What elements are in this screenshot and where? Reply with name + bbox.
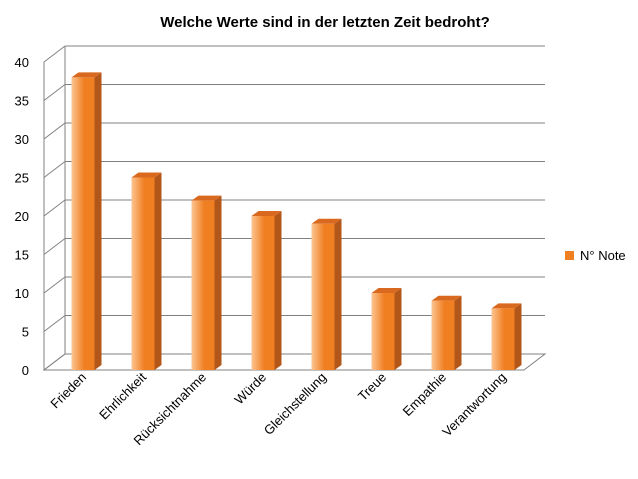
bar xyxy=(491,303,522,370)
chart-title: Welche Werte sind in der letzten Zeit be… xyxy=(160,14,490,31)
x-tick-label: Frieden xyxy=(47,370,89,412)
x-tick-label: Verantwortung xyxy=(439,370,509,440)
gridline-side xyxy=(43,315,66,332)
bar xyxy=(131,172,162,370)
gridline-side xyxy=(43,276,66,294)
bar-top xyxy=(71,72,102,78)
floor xyxy=(42,353,547,371)
y-tick-label: 5 xyxy=(22,325,29,340)
x-tick-label: Würde xyxy=(231,370,269,408)
bar-front xyxy=(251,216,275,370)
y-tick-label: 0 xyxy=(22,363,29,378)
bar xyxy=(191,195,222,370)
bar-top xyxy=(311,218,342,224)
gridline-side xyxy=(43,199,66,217)
x-tick-label: Treue xyxy=(355,370,389,404)
bar-front xyxy=(191,200,215,370)
bar-top xyxy=(131,172,162,178)
bar xyxy=(71,72,102,371)
bar-side xyxy=(514,303,522,370)
grid xyxy=(42,45,547,371)
x-tick-label: Ehrlichkeit xyxy=(96,369,149,422)
y-axis: 0 5 10 15 20 25 30 35 40 xyxy=(15,55,45,378)
bar-side xyxy=(454,295,462,370)
x-tick-label: Empathie xyxy=(400,370,449,419)
y-tick-label: 15 xyxy=(15,248,29,263)
bar xyxy=(251,211,282,370)
y-tick-label: 35 xyxy=(15,94,29,109)
y-tick-label: 20 xyxy=(15,209,29,224)
bar-side xyxy=(394,288,402,370)
bar-side xyxy=(154,172,162,370)
y-tick-label: 10 xyxy=(15,286,29,301)
legend-swatch xyxy=(565,251,574,260)
bar xyxy=(431,295,462,370)
gridline-side xyxy=(43,45,66,63)
bar-front xyxy=(371,293,395,370)
bar-front xyxy=(431,300,455,370)
bar-front xyxy=(71,77,95,371)
bar-top xyxy=(251,211,282,216)
legend: N° Note xyxy=(565,248,626,263)
bar-front xyxy=(311,223,335,370)
gridline-side xyxy=(43,238,66,255)
bar-top xyxy=(191,195,222,201)
bar-side xyxy=(214,195,222,370)
legend-label: N° Note xyxy=(580,248,626,263)
bar-front xyxy=(491,308,515,370)
bars xyxy=(71,72,522,371)
bar-top xyxy=(371,288,402,293)
gridline-side xyxy=(43,161,66,178)
bar-front xyxy=(131,177,155,370)
bar xyxy=(311,218,342,370)
bar-side xyxy=(274,211,282,370)
x-tick-label: Gleichstellung xyxy=(261,370,329,438)
y-tick-label: 30 xyxy=(15,132,29,147)
bar-top xyxy=(431,295,462,301)
y-tick-label: 40 xyxy=(15,55,29,70)
bar xyxy=(371,288,402,370)
gridline-side xyxy=(43,122,66,140)
bar-side xyxy=(334,218,342,370)
y-tick-label: 25 xyxy=(15,171,29,186)
bar-side xyxy=(94,72,102,371)
gridline-side xyxy=(43,84,66,101)
bar-top xyxy=(491,303,522,309)
